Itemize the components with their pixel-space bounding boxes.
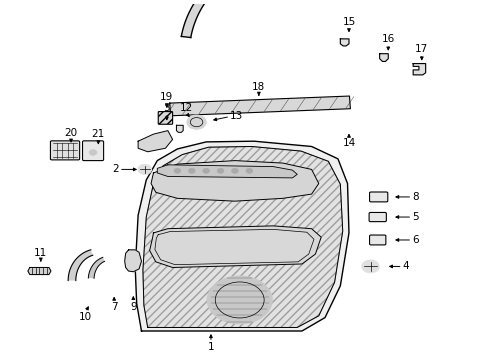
Polygon shape xyxy=(142,147,342,328)
FancyBboxPatch shape xyxy=(158,112,172,124)
Polygon shape xyxy=(124,250,141,272)
Text: 12: 12 xyxy=(179,103,192,113)
FancyBboxPatch shape xyxy=(369,192,387,202)
Circle shape xyxy=(203,168,209,173)
Polygon shape xyxy=(88,257,104,278)
Circle shape xyxy=(245,168,252,173)
Text: 1: 1 xyxy=(207,342,214,352)
Text: 19: 19 xyxy=(160,93,173,102)
Text: 2: 2 xyxy=(112,165,119,174)
Text: 20: 20 xyxy=(64,128,78,138)
Polygon shape xyxy=(138,131,172,152)
Text: 3: 3 xyxy=(163,103,170,113)
Circle shape xyxy=(217,168,224,173)
Polygon shape xyxy=(142,147,342,328)
Circle shape xyxy=(186,115,206,129)
Circle shape xyxy=(89,150,97,155)
Polygon shape xyxy=(135,141,348,331)
Text: 21: 21 xyxy=(92,130,105,139)
Polygon shape xyxy=(157,165,297,178)
Text: 11: 11 xyxy=(34,248,47,258)
Polygon shape xyxy=(340,39,348,46)
Polygon shape xyxy=(412,64,425,75)
Text: 17: 17 xyxy=(414,44,427,54)
Circle shape xyxy=(138,165,151,174)
Polygon shape xyxy=(169,96,350,116)
Polygon shape xyxy=(28,267,51,275)
Polygon shape xyxy=(68,250,93,280)
Polygon shape xyxy=(149,226,321,267)
Text: 8: 8 xyxy=(411,192,418,202)
Text: 16: 16 xyxy=(381,34,394,44)
Text: 6: 6 xyxy=(411,235,418,245)
FancyBboxPatch shape xyxy=(369,235,385,245)
Text: 14: 14 xyxy=(342,138,355,148)
Circle shape xyxy=(231,168,238,173)
Text: 4: 4 xyxy=(402,261,408,271)
Polygon shape xyxy=(176,125,183,132)
Text: 10: 10 xyxy=(79,312,92,322)
Text: 9: 9 xyxy=(130,302,136,312)
FancyBboxPatch shape xyxy=(368,212,386,222)
Text: 15: 15 xyxy=(342,17,355,27)
Text: 7: 7 xyxy=(111,302,117,312)
Polygon shape xyxy=(379,54,387,62)
FancyBboxPatch shape xyxy=(50,141,80,160)
Text: 5: 5 xyxy=(411,212,418,222)
Text: 18: 18 xyxy=(252,82,265,92)
FancyBboxPatch shape xyxy=(82,141,103,161)
Polygon shape xyxy=(151,161,318,201)
Polygon shape xyxy=(181,0,373,37)
Text: 13: 13 xyxy=(230,112,243,121)
Circle shape xyxy=(188,168,195,173)
Circle shape xyxy=(174,168,181,173)
Circle shape xyxy=(361,260,378,273)
Circle shape xyxy=(207,276,272,324)
